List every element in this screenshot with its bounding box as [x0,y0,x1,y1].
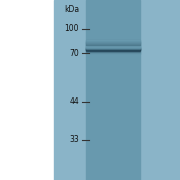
Bar [86,46,140,47]
Bar [86,49,140,50]
Text: 100: 100 [65,24,79,33]
Bar [86,43,140,44]
Bar [86,50,140,51]
Bar [86,52,140,53]
Bar [86,44,140,45]
Bar [86,51,140,52]
Bar [86,49,140,50]
Bar [86,47,140,48]
Bar [86,40,140,41]
Bar [86,45,140,46]
Bar [86,48,140,49]
Bar [86,52,140,53]
Bar [86,42,140,43]
Text: kDa: kDa [64,5,79,14]
Bar [86,44,140,45]
Bar [86,47,140,48]
Bar [86,0,140,180]
Bar [86,53,140,54]
Text: 33: 33 [69,135,79,144]
Bar [86,45,140,46]
Bar [86,51,140,52]
Text: 70: 70 [69,49,79,58]
Bar [86,53,140,54]
Bar [86,41,140,42]
Text: 44: 44 [69,97,79,106]
Bar [54,0,180,180]
